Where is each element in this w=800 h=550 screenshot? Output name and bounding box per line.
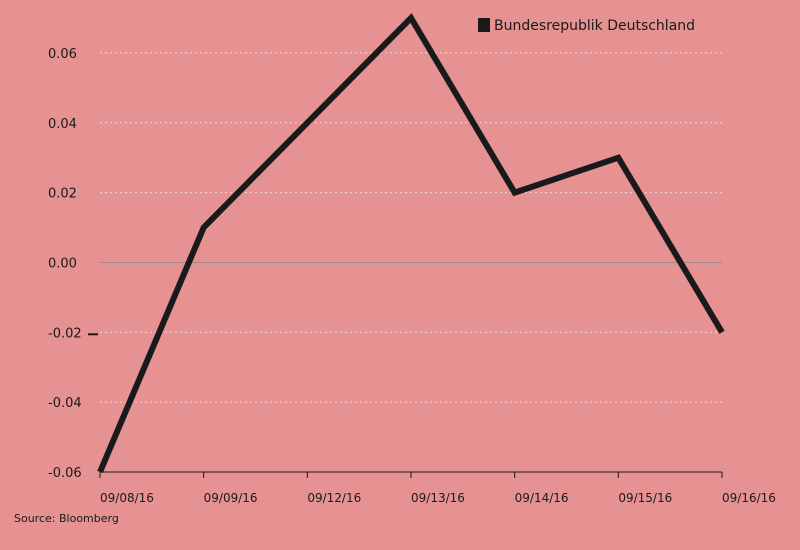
x-tick-label: 09/09/16 — [204, 491, 258, 505]
y-tick-label: 0.06 — [48, 47, 77, 62]
series-line — [97, 13, 725, 474]
x-tick-label: 09/14/16 — [515, 491, 569, 505]
x-tick-label: 09/16/16 — [722, 491, 776, 505]
y-axis-tick-labels: -0.06 -0.04 -0.02 0.00 0.02 0.04 0.06 — [48, 47, 82, 481]
y-tick-label: -0.06 — [48, 466, 82, 481]
gridlines — [100, 52, 722, 403]
x-axis-tick-labels: 09/08/16 09/09/16 09/12/16 09/13/16 09/14/16… — [100, 491, 776, 505]
x-tick-label: 09/13/16 — [411, 491, 465, 505]
x-tick-label: 09/15/16 — [618, 491, 672, 505]
legend-swatch — [478, 18, 490, 32]
y-tick-label: -0.04 — [48, 396, 82, 411]
y-tick-label: 0.04 — [48, 117, 77, 132]
y-tick-label: -0.02 — [48, 326, 82, 341]
legend: Bundesrepublik Deutschland — [478, 18, 695, 34]
y-tick-label: 0.02 — [48, 187, 77, 202]
x-tick-label: 09/12/16 — [307, 491, 361, 505]
x-tick-label: 09/08/16 — [100, 491, 154, 505]
legend-label: Bundesrepublik Deutschland — [494, 18, 695, 34]
y-tick-label: 0.00 — [48, 256, 77, 271]
axes — [88, 333, 723, 478]
source-note: Source: Bloomberg — [14, 512, 119, 525]
series-lines — [97, 13, 725, 474]
